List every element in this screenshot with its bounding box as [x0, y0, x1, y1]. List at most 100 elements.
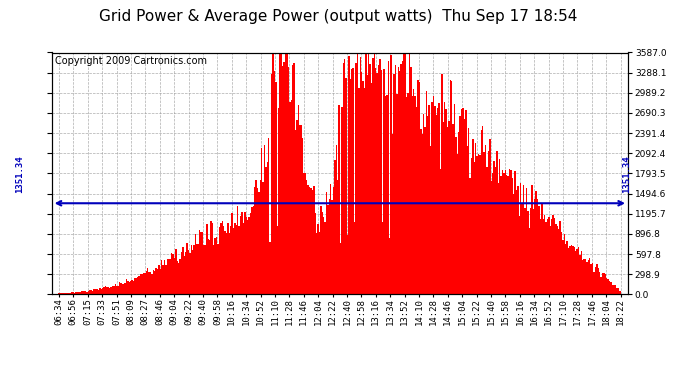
Bar	[299, 125, 300, 294]
Bar	[137, 277, 139, 294]
Bar	[257, 188, 258, 294]
Bar	[130, 281, 132, 294]
Text: Copyright 2009 Cartronics.com: Copyright 2009 Cartronics.com	[55, 56, 206, 66]
Bar	[215, 238, 216, 294]
Bar	[572, 246, 573, 294]
Bar	[503, 173, 504, 294]
Bar	[264, 146, 265, 294]
Bar	[488, 151, 489, 294]
Bar	[440, 168, 441, 294]
Bar	[61, 293, 63, 294]
Bar	[334, 160, 335, 294]
Bar	[220, 223, 221, 294]
Bar	[469, 178, 471, 294]
Bar	[282, 66, 284, 294]
Bar	[477, 154, 480, 294]
Bar	[506, 175, 507, 294]
Bar	[115, 284, 116, 294]
Bar	[233, 228, 235, 294]
Bar	[240, 216, 241, 294]
Bar	[609, 281, 610, 294]
Bar	[391, 55, 392, 294]
Bar	[262, 182, 264, 294]
Bar	[618, 291, 620, 294]
Bar	[177, 261, 178, 294]
Bar	[157, 269, 158, 294]
Bar	[102, 288, 103, 294]
Bar	[533, 209, 534, 294]
Bar	[368, 53, 369, 294]
Bar	[175, 249, 177, 294]
Bar	[500, 176, 502, 294]
Bar	[433, 96, 434, 294]
Bar	[385, 96, 386, 294]
Bar	[381, 70, 382, 294]
Bar	[216, 237, 217, 294]
Bar	[396, 94, 397, 294]
Bar	[266, 162, 268, 294]
Bar	[555, 224, 557, 294]
Bar	[310, 188, 312, 294]
Bar	[491, 181, 492, 294]
Bar	[554, 218, 555, 294]
Bar	[593, 272, 595, 294]
Bar	[341, 107, 343, 294]
Bar	[404, 53, 406, 294]
Bar	[81, 291, 82, 294]
Bar	[161, 260, 162, 294]
Bar	[468, 128, 469, 294]
Bar	[230, 226, 231, 294]
Bar	[460, 116, 461, 294]
Bar	[258, 192, 259, 294]
Bar	[375, 68, 377, 294]
Bar	[466, 146, 468, 294]
Bar	[338, 105, 340, 294]
Bar	[223, 226, 224, 294]
Bar	[504, 170, 506, 294]
Bar	[295, 130, 296, 294]
Bar	[104, 287, 105, 294]
Bar	[335, 145, 337, 294]
Bar	[493, 161, 495, 294]
Bar	[99, 288, 101, 294]
Bar	[473, 162, 475, 294]
Bar	[197, 244, 199, 294]
Bar	[184, 256, 185, 294]
Bar	[523, 186, 524, 294]
Bar	[568, 248, 569, 294]
Bar	[243, 223, 244, 294]
Bar	[392, 135, 393, 294]
Bar	[514, 171, 516, 294]
Bar	[410, 67, 412, 294]
Bar	[265, 167, 266, 294]
Bar	[537, 199, 538, 294]
Bar	[613, 285, 614, 294]
Bar	[538, 207, 540, 294]
Bar	[592, 263, 593, 294]
Bar	[371, 82, 372, 294]
Bar	[74, 292, 75, 294]
Bar	[484, 152, 485, 294]
Bar	[527, 211, 529, 294]
Bar	[464, 119, 465, 294]
Bar	[518, 186, 519, 294]
Bar	[128, 282, 130, 294]
Bar	[408, 53, 411, 294]
Bar	[384, 69, 385, 294]
Bar	[277, 226, 278, 294]
Bar	[327, 205, 328, 294]
Bar	[141, 274, 143, 294]
Bar	[192, 250, 193, 294]
Bar	[519, 216, 520, 294]
Bar	[193, 245, 195, 294]
Bar	[496, 151, 497, 294]
Bar	[296, 120, 297, 294]
Bar	[224, 231, 226, 294]
Bar	[403, 53, 404, 294]
Bar	[591, 264, 592, 294]
Bar	[617, 288, 619, 294]
Bar	[98, 290, 99, 294]
Bar	[431, 102, 433, 294]
Bar	[353, 68, 354, 294]
Bar	[344, 58, 346, 294]
